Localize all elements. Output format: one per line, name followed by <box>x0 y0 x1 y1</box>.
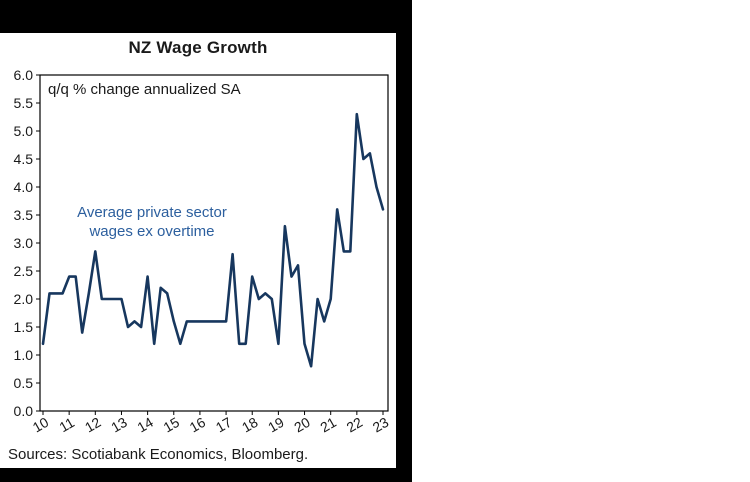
bottom-black-bar <box>0 468 412 482</box>
x-tick-label: 20 <box>291 414 313 436</box>
y-tick-label: 4.5 <box>14 151 34 167</box>
chart-subtitle: q/q % change annualized SA <box>48 81 241 98</box>
y-tick-label: 5.0 <box>14 123 34 139</box>
right-black-bar <box>396 0 412 482</box>
chart-title: NZ Wage Growth <box>128 38 268 57</box>
x-tick-label: 16 <box>187 414 209 436</box>
wage-growth-line-chart: q/q % change annualized SA Average priva… <box>14 67 392 435</box>
y-tick-label: 6.0 <box>14 67 34 83</box>
x-tick-label: 22 <box>344 414 366 436</box>
annotation-line2: wages ex overtime <box>88 223 214 240</box>
wage-growth-series-line <box>41 112 385 368</box>
y-tick-label: 2.5 <box>14 263 34 279</box>
y-tick-label: 3.5 <box>14 207 34 223</box>
series-layer <box>41 112 385 368</box>
y-tick-label: 0.0 <box>14 403 34 419</box>
y-tick-label: 4.0 <box>14 179 34 195</box>
axes-layer: 0.0 0.5 1.0 1.5 2.0 2.5 3.0 3.5 4.0 4.5 5.0 5.5 6.0 1… <box>14 67 392 435</box>
x-tick-label: 15 <box>161 414 183 436</box>
sources-note: Sources: Scotiabank Economics, Bloomberg… <box>8 446 309 463</box>
y-tick-label: 1.5 <box>14 319 34 335</box>
y-tick-label: 1.0 <box>14 347 34 363</box>
y-tick-label: 5.5 <box>14 95 34 111</box>
x-tick-label: 19 <box>265 414 287 436</box>
x-tick-label: 11 <box>56 414 77 435</box>
x-tick-label: 17 <box>213 414 235 436</box>
x-tick-label: 10 <box>30 414 52 436</box>
x-tick-label: 18 <box>239 414 261 436</box>
y-tick-label: 3.0 <box>14 235 34 251</box>
y-tick-label: 0.5 <box>14 375 34 391</box>
x-tick-label: 12 <box>82 414 104 436</box>
x-tick-label: 13 <box>108 414 130 436</box>
x-tick-label: 21 <box>317 414 339 436</box>
y-tick-label: 2.0 <box>14 291 34 307</box>
x-tick-label: 14 <box>134 414 156 436</box>
x-tick-label: 23 <box>370 414 392 436</box>
top-black-bar <box>0 0 406 33</box>
annotation-line1: Average private sector <box>77 204 227 221</box>
